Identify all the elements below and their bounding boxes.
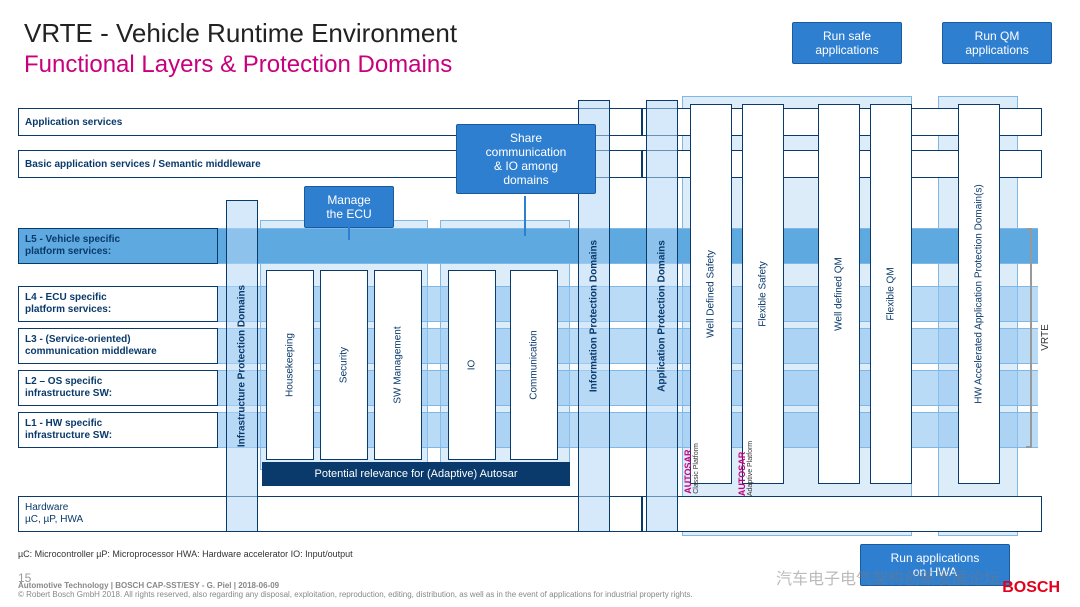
lbl-security: Security [339,347,350,383]
lbl-communication: Communication [529,330,540,399]
col-housekeeping: Housekeeping [266,270,314,460]
autosar-adaptive: AUTOSARAdaptive Platform [737,441,754,496]
callout-share: Share communication & IO among domains [456,124,596,194]
col-wd-qm: Well defined QM [818,104,860,484]
band-hw2 [642,496,1042,532]
row-hw: Hardware µC, µP, HWA [18,496,642,532]
lbl-housekeeping: Housekeeping [285,333,296,397]
col-security: Security [320,270,368,460]
lbl-wd-safety: Well Defined Safety [706,250,717,338]
lbl-info-pd: Information Protection Domains [589,240,600,392]
lbl-infra-pd: Infrastructure Protection Domains [237,285,248,447]
col-flex-qm: Flexible QM [870,104,912,484]
row-l5: L5 - Vehicle specific platform services: [18,228,218,264]
col-infra-pd: Infrastructure Protection Domains [226,200,258,532]
vrte-bracket [1026,228,1032,448]
footer-line1: Automotive Technology | BOSCH CAP-SST/ES… [18,581,693,590]
autosar-classic: AUTOSARClassic Platform [683,443,700,494]
lbl-wd-qm: Well defined QM [834,257,845,331]
legend: µC: Microcontroller µP: Microprocessor H… [18,549,353,559]
col-wd-safety: Well Defined Safety [690,104,732,484]
col-flex-safety: Flexible Safety [742,104,784,484]
col-app-pd: Application Protection Domains [646,100,678,532]
lbl-io: IO [467,360,478,371]
banner-autosar: Potential relevance for (Adaptive) Autos… [262,462,570,486]
line-manage-ecu [348,222,350,240]
col-io: IO [448,270,496,460]
row-l4: L4 - ECU specific platform services: [18,286,218,322]
lbl-flex-safety: Flexible Safety [758,261,769,327]
line-share [524,196,526,236]
lbl-flex-qm: Flexible QM [886,267,897,320]
lbl-hw-accel: HW Accelerated Application Protection Do… [974,184,985,404]
lbl-swmgmt: SW Management [393,326,404,403]
band-l5 [218,228,1038,264]
callout-run-safe: Run safe applications [792,22,902,64]
row-l2: L2 – OS specific infrastructure SW: [18,370,218,406]
bosch-logo: BOSCH [1002,579,1060,597]
col-swmgmt: SW Management [374,270,422,460]
row-l1: L1 - HW specific infrastructure SW: [18,412,218,448]
col-communication: Communication [510,270,558,460]
lbl-app-pd: Application Protection Domains [657,240,668,392]
watermark: 汽车电子电气架构创新发展论坛 [776,565,1000,589]
callout-run-qm: Run QM applications [942,22,1052,64]
diagram: Application services Basic application s… [18,100,1064,537]
col-hw-accel: HW Accelerated Application Protection Do… [958,104,1000,484]
footer-line2: © Robert Bosch GmbH 2018. All rights res… [18,590,693,599]
vrte-label: VRTE [1040,324,1051,351]
row-l3: L3 - (Service-oriented) communication mi… [18,328,218,364]
footer: Automotive Technology | BOSCH CAP-SST/ES… [18,581,693,599]
